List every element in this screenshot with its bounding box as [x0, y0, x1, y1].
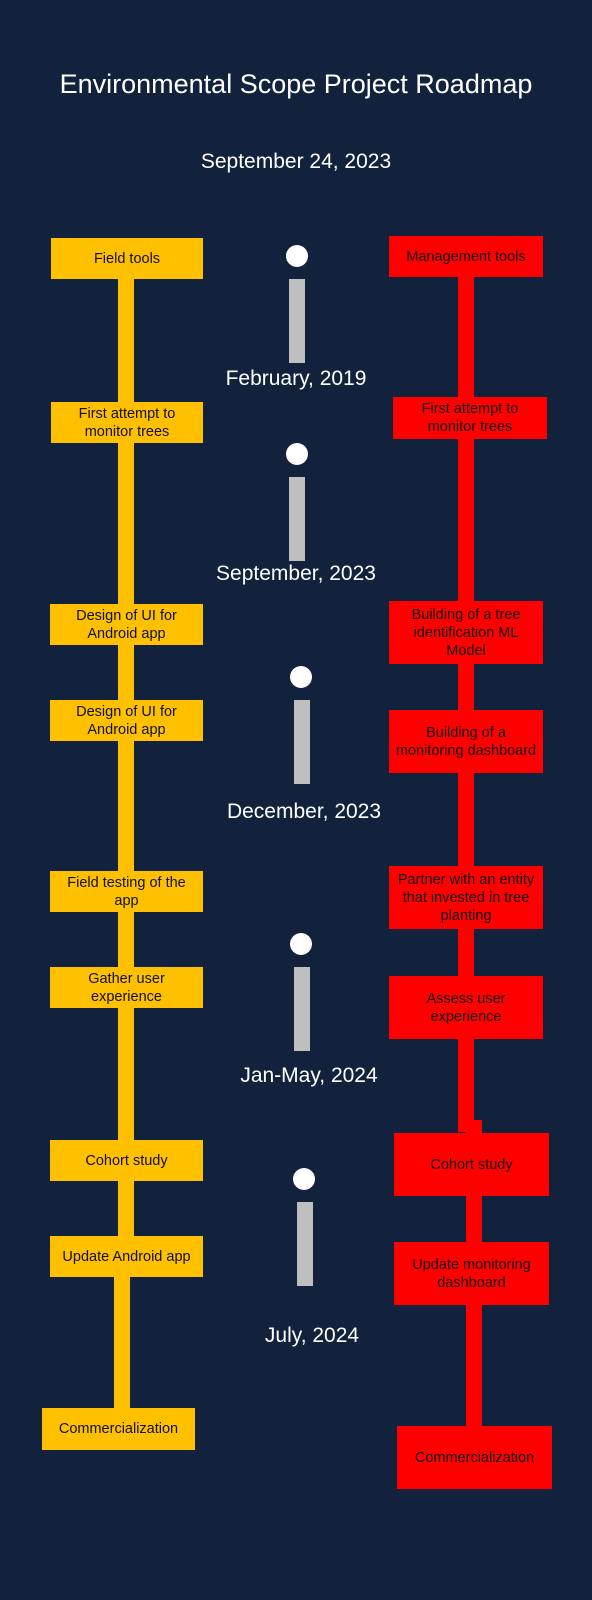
field-step-3: Design of UI for Android app	[50, 604, 203, 645]
field-step-5: Field testing of the app	[50, 871, 203, 912]
milestone-date-3: December, 2023	[226, 800, 382, 823]
field-step-8: Update Android app	[50, 1236, 203, 1277]
management-step-6: Assess user experience	[389, 976, 543, 1039]
milestone-date-1: February, 2019	[225, 367, 367, 390]
milestone-date-4: Jan-May, 2024	[240, 1064, 378, 1087]
milestone-marker-dot-3	[290, 666, 312, 688]
milestone-marker-dot-2	[286, 443, 308, 465]
milestone-date-2: September, 2023	[216, 562, 376, 585]
milestone-marker-dot-4	[290, 933, 312, 955]
management-step-5: Partner with an entity that invested in …	[389, 866, 543, 929]
field-track-line-lower	[114, 1240, 130, 1420]
roadmap-date: September 24, 2023	[200, 150, 392, 173]
management-step-2: First attempt to monitor trees	[393, 397, 547, 439]
management-step-1: Management tools	[389, 236, 543, 277]
field-step-4: Design of UI for Android app	[50, 700, 203, 741]
milestone-marker-bar-1	[289, 279, 305, 363]
milestone-marker-bar-2	[289, 477, 305, 561]
milestone-marker-dot-1	[286, 245, 308, 267]
management-step-9: Commercialization	[397, 1426, 552, 1489]
field-step-9: Commercialization	[42, 1408, 195, 1450]
milestone-marker-bar-3	[294, 700, 310, 784]
field-step-2: First attempt to monitor trees	[51, 402, 203, 443]
field-step-6: Gather user experience	[50, 967, 203, 1008]
milestone-date-5: July, 2024	[264, 1324, 360, 1347]
management-step-4: Building of a monitoring dashboard	[389, 710, 543, 773]
field-step-1: Field tools	[51, 238, 203, 279]
management-step-3: Building of a tree identification ML Mod…	[389, 601, 543, 664]
field-step-7: Cohort study	[50, 1140, 203, 1181]
management-step-7: Cohort study	[394, 1133, 549, 1196]
management-step-8: Update monitoring dashboard	[394, 1242, 549, 1305]
milestone-marker-bar-4	[294, 967, 310, 1051]
page-title: Environmental Scope Project Roadmap	[59, 69, 533, 99]
milestone-marker-dot-5	[293, 1168, 315, 1190]
milestone-marker-bar-5	[297, 1202, 313, 1286]
